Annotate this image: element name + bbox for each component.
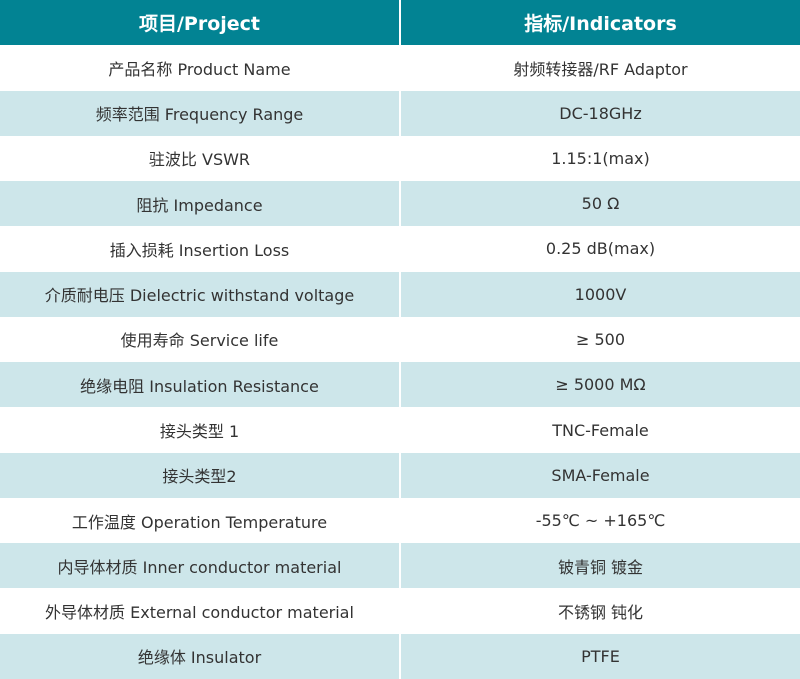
header-indicators: 指标/Indicators bbox=[400, 0, 800, 46]
indicator-cell: SMA-Female bbox=[400, 452, 800, 498]
table-row: 介质耐电压 Dielectric withstand voltage 1000V bbox=[0, 271, 800, 317]
table-row: 工作温度 Operation Temperature -55℃ ~ +165℃ bbox=[0, 497, 800, 544]
project-cell: 产品名称 Product Name bbox=[0, 45, 401, 91]
header-row: 项目/Project 指标/Indicators bbox=[0, 0, 800, 46]
project-cell: 介质耐电压 Dielectric withstand voltage bbox=[0, 271, 401, 317]
indicator-cell: 50 Ω bbox=[400, 181, 800, 227]
table-row: 绝缘电阻 Insulation Resistance ≥ 5000 MΩ bbox=[0, 362, 800, 408]
project-cell: 驻波比 VSWR bbox=[0, 135, 401, 182]
project-cell: 频率范围 Frequency Range bbox=[0, 90, 401, 136]
table-row: 绝缘体 Insulator PTFE bbox=[0, 633, 800, 679]
table-row: 驻波比 VSWR 1.15:1(max) bbox=[0, 135, 800, 182]
table-row: 外导体材质 External conductor material 不锈钢 钝化 bbox=[0, 588, 800, 634]
project-cell: 内导体材质 Inner conductor material bbox=[0, 543, 401, 589]
indicator-cell: 0.25 dB(max) bbox=[545, 239, 656, 259]
indicator-cell: 射频转接器/RF Adaptor bbox=[513, 59, 688, 79]
indicator-cell: PTFE bbox=[400, 633, 800, 679]
indicator-cell: 铍青铜 镀金 bbox=[400, 543, 800, 589]
indicator-cell: DC-18GHz bbox=[400, 90, 800, 136]
header-project: 项目/Project bbox=[0, 0, 401, 46]
project-cell: 绝缘体 Insulator bbox=[0, 633, 401, 679]
indicator-cell: -55℃ ~ +165℃ bbox=[535, 511, 666, 531]
table-row: 阻抗 Impedance 50 Ω bbox=[0, 181, 800, 227]
indicator-cell: 1.15:1(max) bbox=[551, 148, 650, 168]
project-cell: 工作温度 Operation Temperature bbox=[0, 497, 401, 544]
table-row: 产品名称 Product Name 射频转接器/RF Adaptor bbox=[0, 45, 800, 91]
project-cell: 接头类型2 bbox=[0, 452, 401, 498]
project-cell: 接头类型 1 bbox=[0, 407, 401, 453]
project-cell: 插入损耗 Insertion Loss bbox=[0, 226, 401, 272]
table-row: 频率范围 Frequency Range DC-18GHz bbox=[0, 90, 800, 136]
indicator-cell: TNC-Female bbox=[552, 420, 649, 440]
table-row: 接头类型2 SMA-Female bbox=[0, 452, 800, 498]
table-row: 接头类型 1 TNC-Female bbox=[0, 407, 800, 453]
project-cell: 阻抗 Impedance bbox=[0, 181, 401, 227]
project-cell: 使用寿命 Service life bbox=[0, 316, 401, 363]
indicator-cell: ≥ 5000 MΩ bbox=[400, 362, 800, 408]
project-cell: 外导体材质 External conductor material bbox=[0, 588, 401, 634]
indicator-cell: 不锈钢 钝化 bbox=[557, 603, 644, 623]
table-row: 使用寿命 Service life ≥ 500 bbox=[0, 316, 800, 363]
table-row: 内导体材质 Inner conductor material 铍青铜 镀金 bbox=[0, 543, 800, 589]
indicator-cell: 1000V bbox=[400, 271, 800, 317]
table-row: 插入损耗 Insertion Loss 0.25 dB(max) bbox=[0, 226, 800, 272]
indicator-cell: ≥ 500 bbox=[575, 329, 626, 349]
project-cell: 绝缘电阻 Insulation Resistance bbox=[0, 362, 401, 408]
